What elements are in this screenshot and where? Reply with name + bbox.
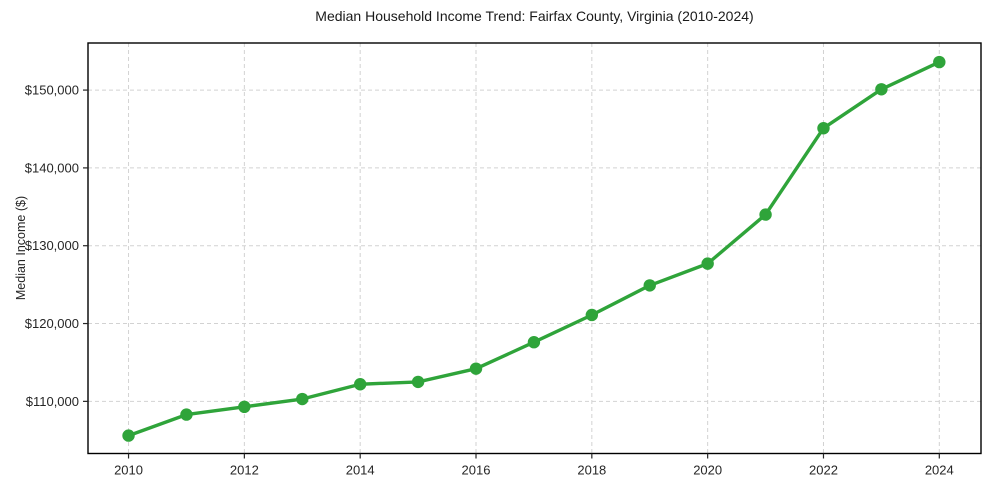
data-point-marker xyxy=(411,375,425,389)
data-point-marker xyxy=(643,279,656,292)
x-tick-label: 2022 xyxy=(809,463,838,478)
data-point-marker xyxy=(180,408,193,421)
x-tick-label: 2016 xyxy=(462,463,491,478)
chart-title: Median Household Income Trend: Fairfax C… xyxy=(315,8,754,24)
plot-border xyxy=(87,42,982,455)
x-tick-label: 2014 xyxy=(346,463,375,478)
x-tick-label: 2018 xyxy=(577,463,606,478)
data-markers xyxy=(122,55,946,442)
data-point-marker xyxy=(875,83,888,96)
data-point-marker xyxy=(817,122,830,135)
axis-ticks: 2010 2012 2014 2016 2018 2020 2022 2024 $110,000… xyxy=(25,83,954,478)
y-tick-label: $140,000 xyxy=(25,160,79,175)
data-point-marker xyxy=(701,257,714,270)
x-tick-label: 2010 xyxy=(114,463,143,478)
y-tick-label: $130,000 xyxy=(25,238,79,253)
data-point-marker xyxy=(122,429,135,442)
data-line xyxy=(126,60,942,438)
x-tick-label: 2020 xyxy=(693,463,722,478)
data-point-marker xyxy=(353,378,367,391)
data-point-marker xyxy=(296,392,309,406)
y-tick-label: $110,000 xyxy=(26,394,79,409)
data-point-marker xyxy=(585,308,599,322)
data-point-marker xyxy=(933,55,946,69)
data-point-marker xyxy=(238,400,251,414)
x-tick-label: 2012 xyxy=(230,463,259,478)
y-tick-label: $120,000 xyxy=(25,316,79,331)
data-point-marker xyxy=(759,208,772,221)
gridlines xyxy=(88,43,981,454)
data-point-marker xyxy=(527,336,541,349)
y-tick-label: $150,000 xyxy=(25,83,79,98)
data-point-marker xyxy=(469,362,483,375)
x-tick-label: 2024 xyxy=(925,463,954,478)
